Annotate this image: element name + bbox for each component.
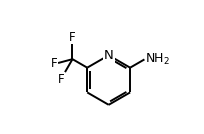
Text: NH$_2$: NH$_2$ (145, 52, 170, 67)
Text: N: N (104, 49, 114, 62)
Text: F: F (69, 31, 76, 44)
Text: F: F (58, 73, 64, 86)
Text: F: F (51, 57, 57, 70)
